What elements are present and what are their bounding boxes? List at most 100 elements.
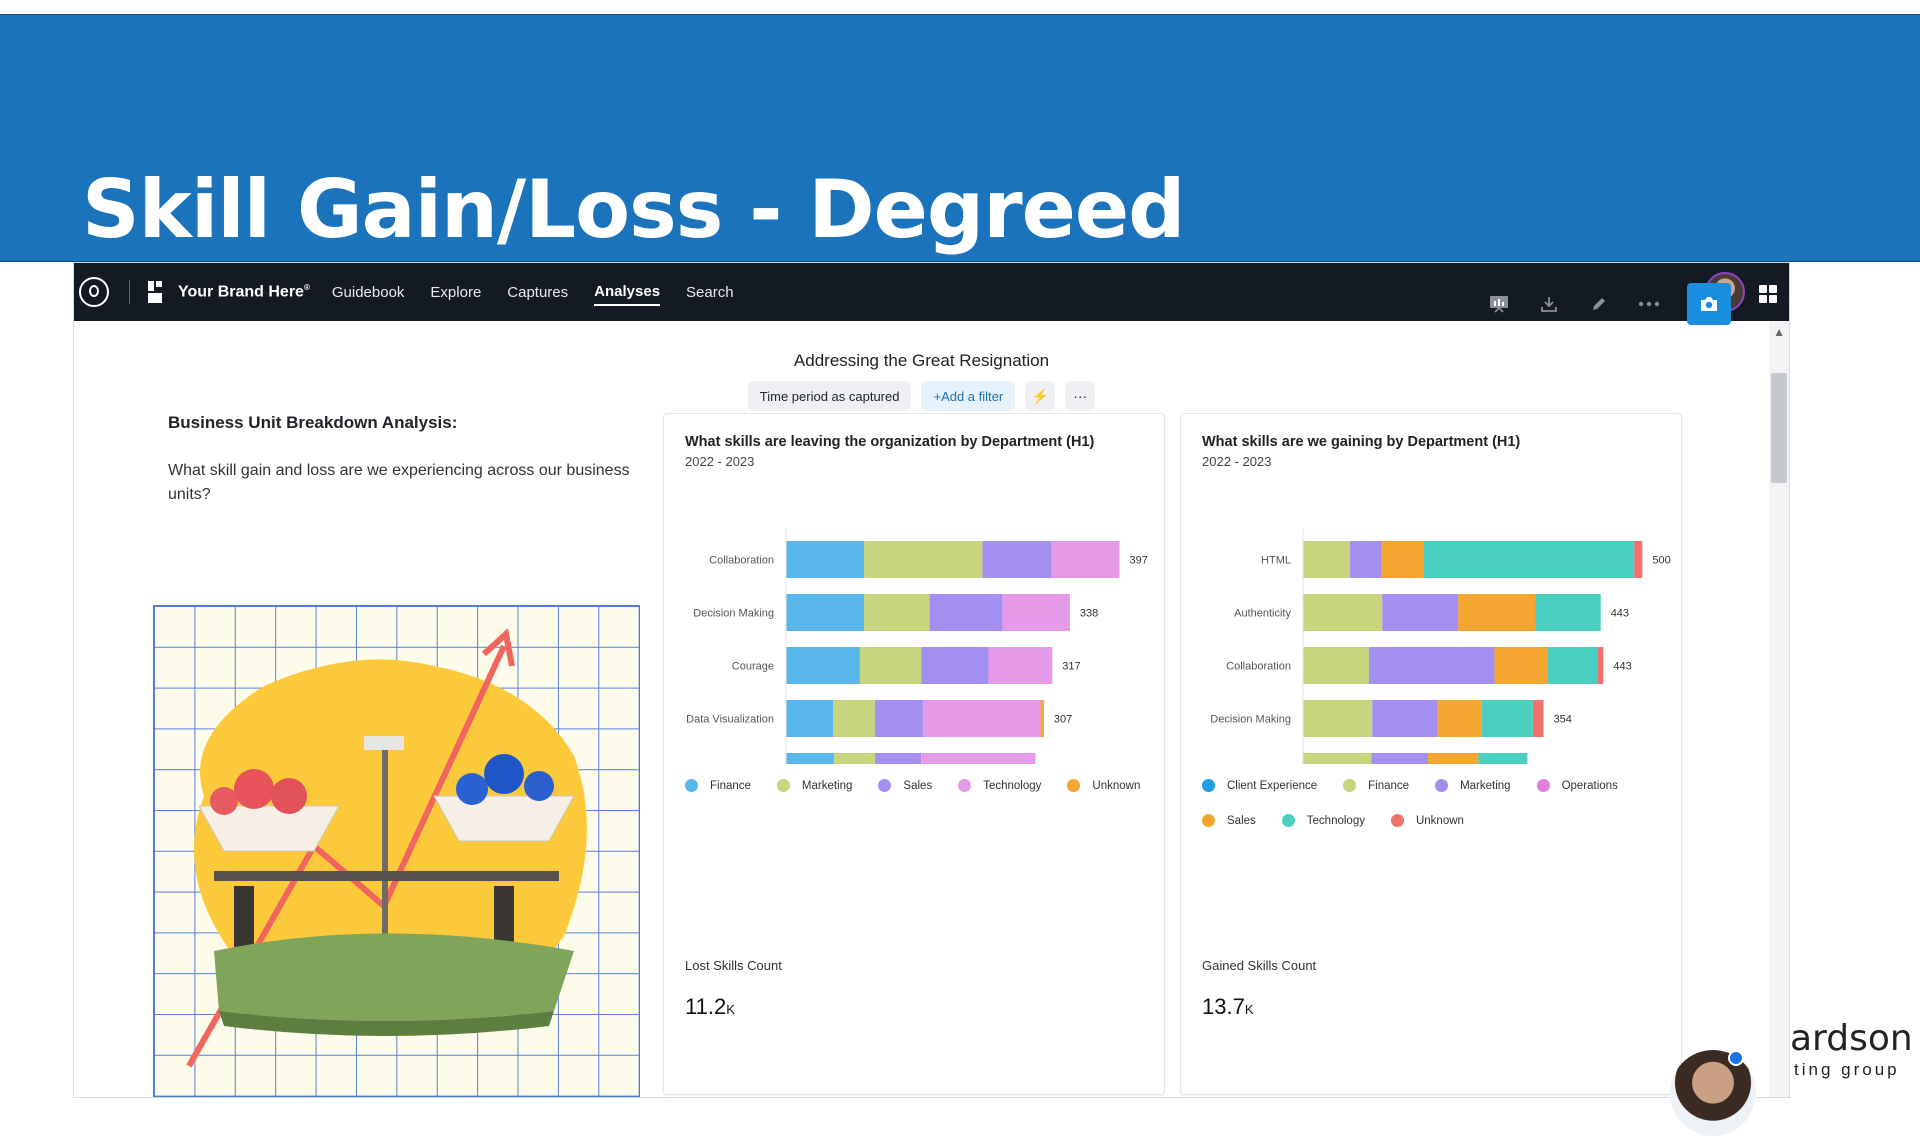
capture-camera-button[interactable]: [1687, 283, 1731, 325]
add-filter-button[interactable]: + Add a filter: [921, 381, 1016, 411]
lost-bar-segment[interactable]: [922, 700, 1041, 737]
lost-legend-item[interactable]: Unknown: [1067, 779, 1140, 792]
chat-support-avatar[interactable]: [1670, 1050, 1756, 1136]
lost-bar-segment[interactable]: [833, 753, 876, 764]
gained-category-label: Decision Making: [1210, 714, 1291, 726]
lost-legend-item[interactable]: Marketing: [776, 779, 852, 792]
nav-analyses[interactable]: Analyses: [594, 279, 661, 306]
scrollbar[interactable]: [1769, 321, 1789, 1097]
gained-bar-segment[interactable]: [1423, 541, 1635, 578]
apps-grid-icon[interactable]: [1759, 285, 1777, 303]
gained-bar-segment[interactable]: [1458, 594, 1536, 631]
gained-legend-item[interactable]: Operations: [1536, 779, 1618, 792]
gained-legend-item[interactable]: Sales: [1202, 814, 1256, 827]
filter-more-icon[interactable]: ···: [1065, 381, 1096, 411]
lost-skills-card: What skills are leaving the organization…: [663, 413, 1165, 1095]
slide-banner: Skill Gain/Loss - Degreed: [0, 14, 1920, 262]
gained-legend-swatch: [1390, 814, 1404, 827]
present-icon[interactable]: [1487, 292, 1511, 316]
gained-legend-item[interactable]: Unknown: [1390, 814, 1464, 827]
slide-title: Skill Gain/Loss - Degreed: [82, 163, 1185, 256]
gained-bar-segment[interactable]: [1494, 647, 1548, 684]
gained-skills-chart: HTML 500 Authenticity 443 Collaboration 443 De…: [1210, 529, 1671, 764]
lost-bar-segment[interactable]: [864, 541, 983, 578]
lost-bar-segment[interactable]: [786, 594, 865, 631]
top-navigation: Your Brand Here® Guidebook Explore Captu…: [74, 263, 1789, 321]
time-period-filter[interactable]: Time period as captured: [747, 381, 912, 411]
lost-bar-segment[interactable]: [1040, 700, 1044, 737]
lost-bar-segment[interactable]: [921, 647, 989, 684]
lost-bar-segment[interactable]: [786, 647, 860, 684]
lost-category-label: Courage: [732, 661, 774, 673]
gained-bar-segment[interactable]: [1382, 594, 1459, 631]
download-icon[interactable]: [1537, 292, 1561, 316]
gained-legend-item[interactable]: Client Experience: [1202, 779, 1317, 792]
gained-bar-segment[interactable]: [1547, 647, 1598, 684]
lost-bar-segment[interactable]: [921, 753, 1036, 764]
gained-legend-swatch: [1281, 814, 1295, 827]
gained-bar-segment[interactable]: [1350, 541, 1382, 578]
gained-category-label: Collaboration: [1226, 661, 1291, 673]
lost-bar-segment[interactable]: [988, 647, 1053, 684]
nav-guidebook[interactable]: Guidebook: [331, 283, 405, 301]
lost-bar-segment[interactable]: [875, 700, 923, 737]
gained-kpi-label: Gained Skills Count: [1202, 958, 1317, 973]
scrollbar-thumb[interactable]: [1771, 373, 1787, 483]
gained-bar-segment[interactable]: [1481, 700, 1533, 737]
lost-bar-segment[interactable]: [833, 700, 876, 737]
nav-captures[interactable]: Captures: [507, 283, 569, 301]
gained-legend-item[interactable]: Marketing: [1435, 779, 1511, 792]
gained-bar-segment[interactable]: [1535, 594, 1601, 631]
gained-kpi-value: 13.7K: [1202, 994, 1254, 1019]
more-options-icon[interactable]: [1637, 292, 1661, 316]
gained-bar-segment[interactable]: [1303, 700, 1373, 737]
lost-legend-item[interactable]: Finance: [685, 779, 751, 792]
gained-bar-segment[interactable]: [1478, 753, 1528, 764]
gained-bar-segment[interactable]: [1634, 541, 1643, 578]
lost-legend-swatch: [958, 779, 972, 792]
gained-bar-segment[interactable]: [1371, 753, 1428, 764]
gained-bar-segment[interactable]: [1532, 700, 1544, 737]
gained-bar-segment[interactable]: [1427, 753, 1479, 764]
lost-total-label: 338: [1080, 608, 1098, 620]
lost-bar-segment[interactable]: [786, 541, 865, 578]
lost-bar-segment[interactable]: [1002, 594, 1070, 631]
lost-category-label: Decision Making: [693, 608, 774, 620]
gained-legend-label: Operations: [1561, 779, 1618, 792]
nav-explore[interactable]: Explore: [430, 283, 482, 301]
lost-bar-segment[interactable]: [1051, 541, 1120, 578]
gained-bar-segment[interactable]: [1303, 541, 1351, 578]
lost-bar-segment[interactable]: [786, 753, 834, 764]
lost-bar-segment[interactable]: [864, 594, 930, 631]
lost-bar-segment[interactable]: [875, 753, 922, 764]
bolt-icon[interactable]: ⚡: [1025, 381, 1056, 411]
nav-divider: [129, 280, 130, 304]
brand-name[interactable]: Your Brand Here®: [178, 282, 310, 301]
gained-legend-label: Marketing: [1460, 779, 1511, 792]
gained-bar-segment[interactable]: [1303, 647, 1369, 684]
lost-category-label: Collaboration: [709, 555, 774, 567]
app-logo-icon[interactable]: [79, 277, 109, 307]
lost-bar-segment[interactable]: [982, 541, 1052, 578]
lost-legend-item[interactable]: Sales: [878, 779, 932, 792]
edit-pencil-icon[interactable]: [1587, 292, 1611, 316]
gained-bar-segment[interactable]: [1437, 700, 1482, 737]
lost-legend-swatch: [1067, 779, 1081, 792]
gained-bar-segment[interactable]: [1372, 700, 1438, 737]
gained-bar-segment[interactable]: [1597, 647, 1604, 684]
lost-legend-label: Finance: [710, 779, 751, 792]
scroll-up-icon[interactable]: ▲: [1773, 325, 1785, 339]
lost-bar-segment[interactable]: [859, 647, 922, 684]
gained-bar-segment[interactable]: [1368, 647, 1495, 684]
lost-legend-item[interactable]: Technology: [958, 779, 1041, 792]
gained-legend-item[interactable]: Finance: [1343, 779, 1409, 792]
bu-question: What skill gain and loss are we experien…: [168, 462, 630, 503]
gained-legend-item[interactable]: Technology: [1281, 814, 1365, 827]
lost-bar-segment[interactable]: [929, 594, 1003, 631]
gained-bar-segment[interactable]: [1303, 594, 1383, 631]
gained-chart-subtitle: 2022 - 2023: [1202, 454, 1272, 469]
lost-bar-segment[interactable]: [786, 700, 834, 737]
gained-bar-segment[interactable]: [1303, 753, 1372, 764]
gained-bar-segment[interactable]: [1381, 541, 1424, 578]
nav-search[interactable]: Search: [686, 283, 734, 301]
